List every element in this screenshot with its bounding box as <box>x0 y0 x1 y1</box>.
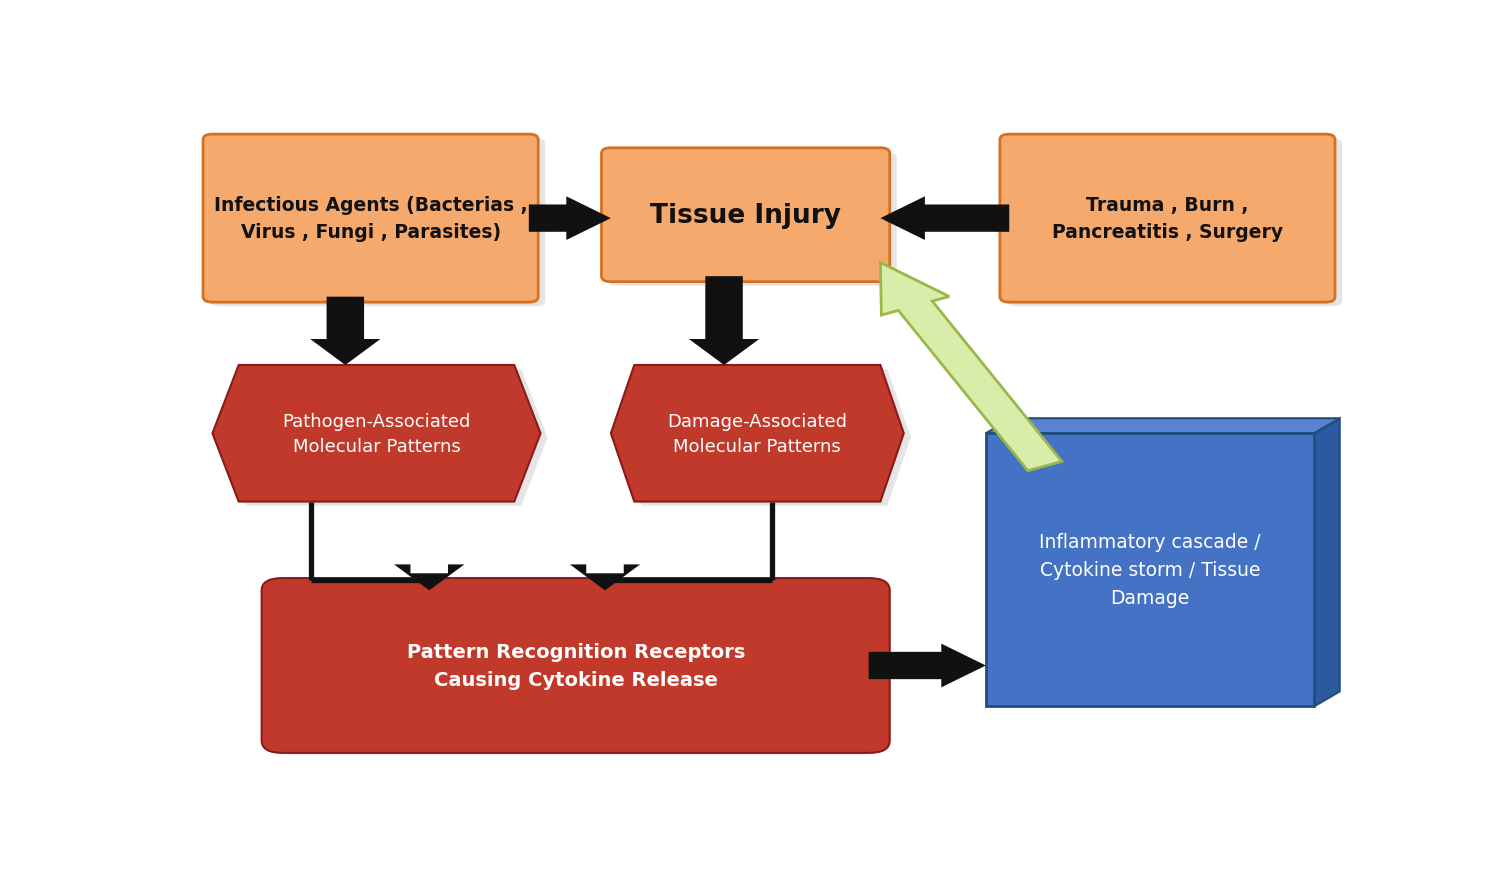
FancyBboxPatch shape <box>1007 139 1343 307</box>
FancyBboxPatch shape <box>281 590 886 751</box>
Polygon shape <box>880 197 1009 241</box>
Polygon shape <box>1314 419 1340 707</box>
Polygon shape <box>570 564 640 591</box>
Polygon shape <box>611 366 904 502</box>
FancyBboxPatch shape <box>999 135 1335 303</box>
Text: Pathogen-Associated
Molecular Patterns: Pathogen-Associated Molecular Patterns <box>283 412 470 455</box>
Polygon shape <box>689 276 759 366</box>
Polygon shape <box>310 298 381 366</box>
Polygon shape <box>395 564 464 591</box>
Polygon shape <box>986 419 1340 434</box>
Text: Tissue Injury: Tissue Injury <box>650 203 841 229</box>
FancyBboxPatch shape <box>986 434 1314 707</box>
Polygon shape <box>219 369 547 506</box>
Text: Inflammatory cascade /
Cytokine storm / Tissue
Damage: Inflammatory cascade / Cytokine storm / … <box>1039 532 1261 608</box>
Polygon shape <box>212 366 540 502</box>
Polygon shape <box>880 263 1061 471</box>
Text: Trauma , Burn ,
Pancreatitis , Surgery: Trauma , Burn , Pancreatitis , Surgery <box>1052 196 1284 242</box>
FancyBboxPatch shape <box>602 149 889 283</box>
Polygon shape <box>529 197 611 241</box>
FancyBboxPatch shape <box>203 135 538 303</box>
Text: Pattern Recognition Receptors
Causing Cytokine Release: Pattern Recognition Receptors Causing Cy… <box>407 642 745 689</box>
Text: Damage-Associated
Molecular Patterns: Damage-Associated Molecular Patterns <box>667 412 847 455</box>
Text: Infectious Agents (Bacterias ,
Virus , Fungi , Parasites): Infectious Agents (Bacterias , Virus , F… <box>213 196 528 242</box>
FancyBboxPatch shape <box>210 139 546 307</box>
FancyBboxPatch shape <box>262 579 889 753</box>
Polygon shape <box>868 644 986 688</box>
Polygon shape <box>618 369 910 506</box>
FancyBboxPatch shape <box>608 152 897 286</box>
